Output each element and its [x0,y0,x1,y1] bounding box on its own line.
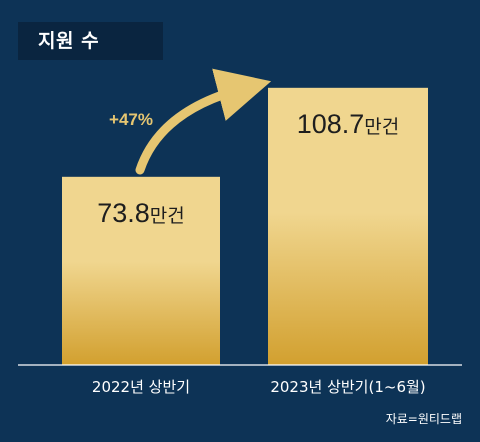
category-label-2: 2023년 상반기(1~6월) [270,378,425,396]
bar-value-label-1: 73.8만건 [97,198,185,228]
chart-title: 지원 수 [18,22,163,60]
category-label-1: 2022년 상반기 [92,378,190,396]
bar-value-label-2: 108.7만건 [297,109,400,139]
growth-arrow-icon [135,68,272,175]
bar-2 [268,87,428,365]
source-note: 자료=원티드랩 [385,412,462,426]
growth-label: +47% [109,110,153,129]
bar-1 [62,176,220,365]
